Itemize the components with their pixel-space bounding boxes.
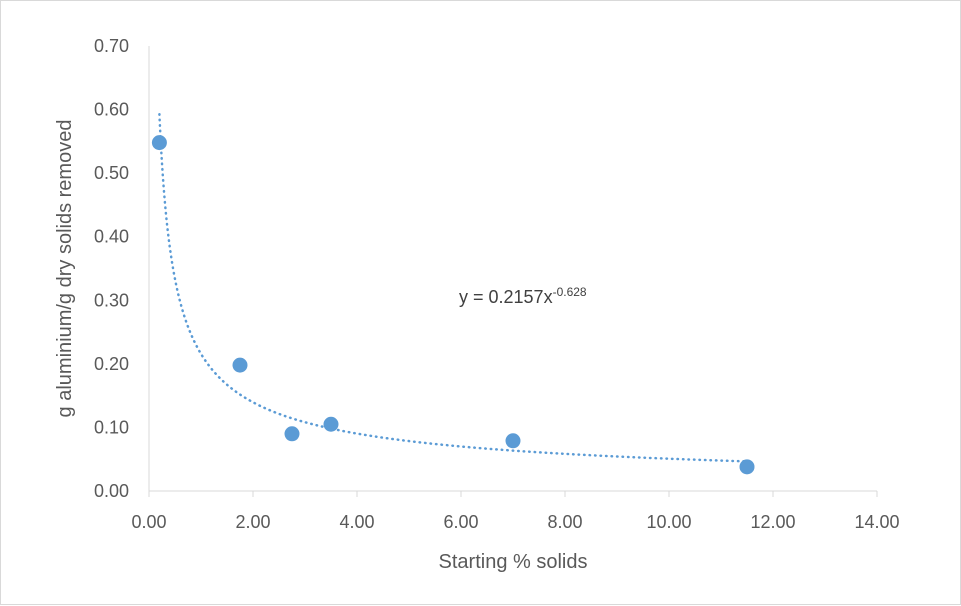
y-tick-label: 0.40 [94, 227, 129, 247]
x-tick-label: 8.00 [547, 512, 582, 532]
y-tick-label: 0.50 [94, 163, 129, 183]
trendline-equation-exponent: -0.628 [553, 285, 587, 299]
power-trendline [158, 112, 749, 463]
y-axis-title: g aluminium/g dry solids removed [54, 120, 76, 418]
x-tick-label: 14.00 [854, 512, 899, 532]
y-tick-label: 0.60 [94, 100, 129, 120]
y-axis-ticks: 0.00 0.10 0.20 0.30 0.40 0.50 0.60 0.70 [94, 36, 129, 501]
x-tick-label: 2.00 [235, 512, 270, 532]
x-axis-ticks: 0.00 2.00 4.00 6.00 8.00 10.00 12.00 14.00 [131, 491, 900, 532]
data-point [739, 459, 755, 475]
data-point [323, 416, 339, 432]
y-tick-label: 0.30 [94, 290, 129, 310]
y-tick-label: 0.00 [94, 481, 129, 501]
y-tick-label: 0.10 [94, 417, 129, 437]
trendline-equation: y = 0.2157x-0.628 [459, 285, 587, 307]
x-tick-label: 10.00 [646, 512, 691, 532]
x-tick-label: 4.00 [339, 512, 374, 532]
data-point [151, 135, 167, 151]
data-points [151, 135, 755, 475]
data-point [284, 426, 300, 442]
axes [148, 46, 877, 492]
x-tick-label: 12.00 [750, 512, 795, 532]
x-tick-label: 6.00 [443, 512, 478, 532]
data-point [505, 433, 521, 449]
data-point [232, 357, 248, 373]
x-tick-label: 0.00 [131, 512, 166, 532]
y-tick-label: 0.20 [94, 354, 129, 374]
x-axis-title: Starting % solids [439, 551, 588, 573]
y-tick-label: 0.70 [94, 36, 129, 56]
trendline-equation-base: y = 0.2157x [459, 287, 553, 307]
